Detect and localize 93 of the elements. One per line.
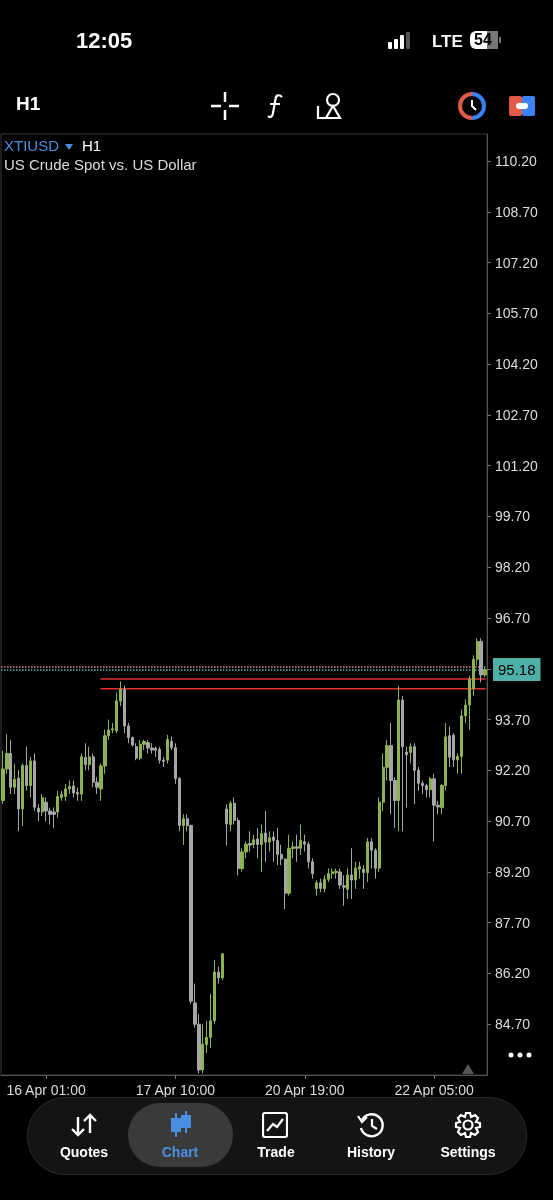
y-tick-label: 93.70 — [495, 711, 531, 728]
candlestick — [401, 695, 404, 832]
candlestick — [409, 742, 412, 765]
candlestick — [252, 834, 255, 849]
candlestick — [295, 834, 299, 863]
text: Trade — [257, 1144, 295, 1160]
y-tick-label: 92.20 — [495, 762, 531, 779]
candlestick — [483, 666, 487, 678]
candlestick — [25, 746, 28, 792]
candlestick — [299, 824, 302, 856]
candlestick — [17, 769, 20, 832]
candlestick — [33, 752, 36, 812]
candlestick — [21, 763, 24, 827]
candlestick — [13, 763, 16, 795]
candlestick — [432, 773, 436, 842]
y-tick-label: 90.70 — [495, 813, 531, 830]
candlestick — [80, 752, 83, 802]
candlestick — [256, 827, 259, 859]
candlestick — [429, 776, 432, 798]
candlestick — [479, 637, 483, 683]
candlestick — [276, 827, 279, 866]
candlestick — [139, 739, 142, 761]
candlestick — [146, 739, 150, 754]
candlestick — [201, 1023, 204, 1074]
text: US Crude Spot vs. US Dollar — [4, 156, 197, 173]
candlestick — [37, 803, 40, 822]
candlestick — [56, 790, 59, 819]
y-tick-label: 99.70 — [495, 508, 531, 525]
ref-line-label: 95.18 — [498, 660, 536, 678]
candlestick — [29, 756, 32, 798]
chart-title: XTIUSD — [4, 137, 60, 154]
candlestick — [41, 793, 44, 817]
y-tick-label: 105.70 — [495, 305, 539, 322]
y-tick-label: 87.70 — [495, 914, 531, 931]
x-tick-label: 20 Apr 19:00 — [265, 1082, 345, 1098]
candlestick — [268, 830, 271, 853]
candlestick — [413, 742, 416, 805]
candlestick — [350, 847, 353, 900]
candlestick — [346, 868, 349, 900]
candlestick — [166, 734, 169, 765]
candlestick — [264, 810, 267, 863]
candlestick — [315, 879, 318, 897]
x-tick-label: 17 Apr 10:00 — [135, 1082, 216, 1098]
candlestick — [287, 834, 291, 897]
candlestick — [88, 746, 91, 771]
candlestick — [354, 861, 357, 890]
candlestick — [158, 746, 161, 765]
y-tick-label: 84.70 — [495, 1016, 531, 1033]
text: Quotes — [59, 1144, 109, 1160]
text: H1 — [16, 93, 41, 115]
y-tick-label: 107.20 — [495, 254, 539, 271]
candlestick — [217, 966, 220, 985]
y-tick-label: 108.70 — [495, 203, 539, 220]
text: History — [346, 1144, 396, 1160]
candlestick — [260, 824, 263, 873]
candlestick — [425, 783, 428, 798]
candlestick — [52, 807, 56, 829]
candlestick — [150, 742, 154, 754]
candlestick — [64, 783, 67, 802]
candlestick — [319, 878, 322, 893]
candlestick — [362, 864, 365, 890]
candlestick — [9, 739, 12, 795]
y-tick-label: 110.20 — [495, 153, 537, 170]
candlestick — [405, 746, 408, 809]
x-tick-label: 22 Apr 05:00 — [394, 1082, 474, 1098]
candlestick — [248, 830, 252, 853]
y-tick-label: 104.20 — [495, 356, 539, 373]
candlestick — [397, 685, 400, 832]
text: Chart — [161, 1144, 199, 1160]
candlestick — [221, 952, 224, 981]
candlestick — [272, 830, 275, 863]
text: 12:05 — [76, 28, 133, 54]
y-tick-label: 96.70 — [495, 610, 531, 627]
y-tick-label: 98.20 — [495, 559, 531, 576]
text: 54 — [474, 31, 492, 49]
y-tick-label: 102.70 — [495, 406, 539, 423]
candlestick — [366, 837, 369, 883]
candlestick — [225, 803, 228, 846]
candlestick — [229, 800, 232, 832]
candlestick — [448, 725, 451, 768]
y-tick-label: 89.20 — [495, 863, 531, 880]
candlestick — [84, 742, 87, 771]
y-tick-label: 101.20 — [495, 457, 539, 474]
text: Settings — [440, 1144, 496, 1160]
candlestick — [334, 868, 338, 880]
y-tick-label: 86.20 — [495, 965, 531, 982]
x-tick-label: 16 Apr 01:00 — [6, 1082, 87, 1098]
candlestick — [331, 868, 334, 880]
candlestick — [72, 780, 75, 798]
candlestick — [44, 796, 48, 822]
annotation: H1 — [82, 137, 102, 154]
text: LTE — [432, 32, 463, 52]
candlestick — [182, 813, 185, 846]
